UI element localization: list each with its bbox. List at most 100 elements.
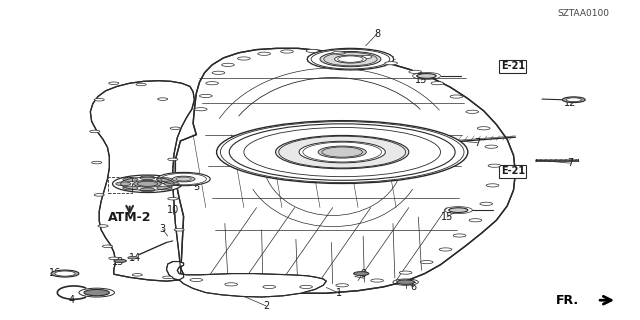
Ellipse shape	[123, 178, 138, 181]
Ellipse shape	[450, 95, 463, 98]
Ellipse shape	[371, 279, 383, 282]
Text: 11: 11	[344, 50, 356, 60]
Ellipse shape	[163, 276, 173, 279]
Ellipse shape	[466, 110, 479, 113]
Ellipse shape	[276, 135, 409, 169]
Ellipse shape	[102, 245, 113, 248]
Ellipse shape	[116, 182, 131, 186]
Text: 15: 15	[415, 75, 428, 85]
Ellipse shape	[488, 164, 501, 167]
Text: 7: 7	[568, 158, 573, 168]
Text: 16: 16	[49, 268, 61, 278]
Text: E-21: E-21	[501, 166, 525, 176]
Ellipse shape	[300, 285, 312, 288]
Polygon shape	[90, 81, 195, 281]
Ellipse shape	[195, 108, 207, 111]
Text: 14: 14	[129, 253, 141, 263]
Ellipse shape	[216, 121, 468, 183]
Ellipse shape	[281, 50, 293, 53]
Ellipse shape	[132, 274, 142, 276]
Ellipse shape	[109, 257, 119, 260]
Ellipse shape	[480, 202, 493, 205]
Ellipse shape	[417, 74, 436, 78]
Ellipse shape	[128, 256, 138, 259]
Ellipse shape	[200, 94, 212, 98]
Ellipse shape	[469, 219, 482, 222]
Ellipse shape	[157, 98, 168, 100]
Ellipse shape	[123, 186, 138, 190]
Ellipse shape	[98, 225, 108, 227]
Ellipse shape	[51, 270, 79, 277]
Ellipse shape	[168, 158, 178, 161]
Ellipse shape	[453, 234, 466, 237]
Ellipse shape	[409, 70, 422, 73]
Ellipse shape	[157, 178, 172, 181]
Ellipse shape	[477, 127, 490, 130]
Ellipse shape	[485, 145, 498, 148]
Text: 3: 3	[159, 224, 166, 234]
Ellipse shape	[333, 51, 346, 54]
Ellipse shape	[566, 98, 581, 102]
Ellipse shape	[140, 188, 155, 192]
Ellipse shape	[90, 130, 100, 133]
Ellipse shape	[92, 161, 102, 164]
Ellipse shape	[174, 228, 184, 231]
Text: 4: 4	[68, 295, 74, 305]
Text: ATM-2: ATM-2	[108, 211, 152, 224]
Ellipse shape	[307, 48, 394, 70]
Ellipse shape	[114, 259, 127, 262]
Ellipse shape	[563, 97, 585, 103]
Text: 5: 5	[193, 182, 200, 192]
Ellipse shape	[221, 63, 234, 67]
Polygon shape	[175, 48, 515, 293]
Ellipse shape	[431, 82, 444, 85]
Text: 15: 15	[441, 212, 453, 222]
Ellipse shape	[486, 184, 499, 187]
Text: 8: 8	[374, 29, 380, 39]
Polygon shape	[166, 261, 326, 297]
Ellipse shape	[299, 141, 385, 163]
Ellipse shape	[354, 272, 369, 276]
Ellipse shape	[157, 172, 211, 186]
Ellipse shape	[84, 289, 109, 296]
Text: 9: 9	[360, 269, 366, 279]
Ellipse shape	[94, 194, 104, 196]
Ellipse shape	[449, 208, 468, 212]
Ellipse shape	[237, 57, 250, 60]
Ellipse shape	[320, 52, 381, 67]
Text: E-21: E-21	[501, 61, 525, 71]
Ellipse shape	[190, 278, 203, 282]
Ellipse shape	[335, 55, 366, 63]
Ellipse shape	[263, 285, 276, 288]
Text: SZTAA0100: SZTAA0100	[557, 9, 609, 18]
Text: 12: 12	[564, 98, 577, 108]
Text: 2: 2	[263, 301, 269, 311]
Ellipse shape	[109, 82, 119, 84]
Ellipse shape	[134, 180, 161, 187]
Ellipse shape	[136, 83, 146, 86]
Ellipse shape	[336, 284, 349, 287]
Ellipse shape	[359, 55, 372, 59]
Text: 10: 10	[166, 205, 179, 215]
Ellipse shape	[55, 271, 75, 276]
Ellipse shape	[168, 197, 178, 200]
Ellipse shape	[212, 71, 225, 74]
Ellipse shape	[206, 82, 218, 85]
Text: FR.: FR.	[556, 294, 579, 307]
Ellipse shape	[157, 186, 172, 190]
Ellipse shape	[170, 127, 180, 130]
Text: 7: 7	[474, 138, 481, 148]
Text: 6: 6	[411, 282, 417, 292]
Ellipse shape	[397, 280, 415, 284]
Ellipse shape	[113, 175, 182, 193]
Ellipse shape	[306, 49, 319, 52]
Ellipse shape	[172, 176, 195, 182]
Ellipse shape	[385, 62, 397, 65]
Text: 1: 1	[336, 288, 342, 298]
Ellipse shape	[318, 146, 366, 158]
Ellipse shape	[225, 283, 237, 286]
Ellipse shape	[164, 182, 179, 186]
Ellipse shape	[140, 176, 155, 180]
Ellipse shape	[399, 271, 412, 274]
Ellipse shape	[258, 52, 271, 55]
